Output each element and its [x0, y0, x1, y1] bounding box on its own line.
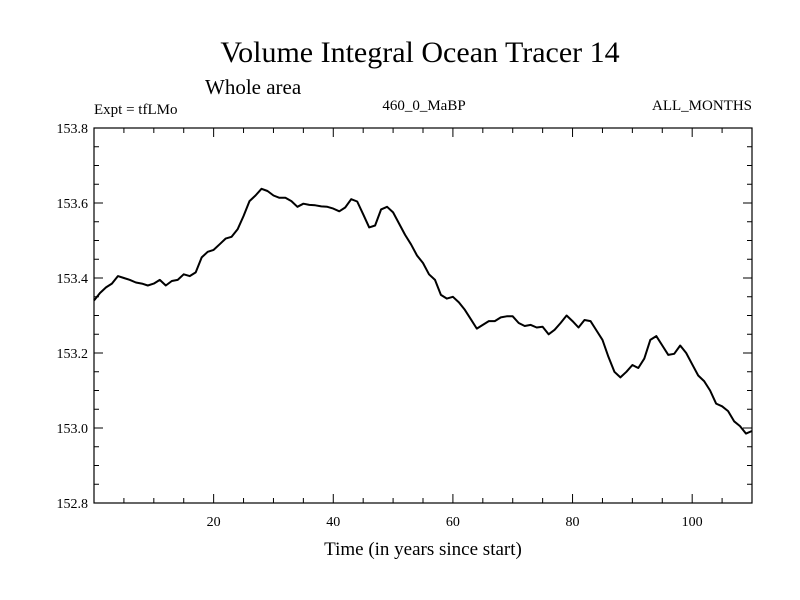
- x-tick-label: 60: [446, 515, 460, 530]
- chart-title: Volume Integral Ocean Tracer 14: [220, 36, 619, 69]
- axis-ticks: [94, 127, 752, 504]
- tick-labels: 152.8 153.0 153.2 153.4 153.6 153.8 20 40 60 80 10…: [57, 122, 703, 530]
- x-tick-label: 80: [566, 515, 580, 530]
- series-group: [93, 187, 753, 435]
- period-label: 460_0_MaBP: [382, 98, 465, 114]
- x-tick-label: 40: [326, 515, 340, 530]
- x-tick-label: 20: [207, 515, 221, 530]
- x-tick-label: 100: [682, 515, 703, 530]
- months-label: ALL_MONTHS: [652, 98, 752, 114]
- x-axis-label: Time (in years since start): [324, 539, 522, 560]
- series-line-0: [93, 187, 753, 435]
- plot-frame: [93, 127, 753, 504]
- y-tick-label: 153.8: [57, 122, 89, 137]
- experiment-label: Expt = tfLMo: [94, 102, 177, 118]
- y-tick-label: 153.0: [57, 422, 89, 437]
- y-tick-label: 153.6: [57, 197, 89, 212]
- chart-subtitle: Whole area: [205, 75, 302, 99]
- y-tick-label: 153.2: [57, 347, 89, 362]
- y-tick-label: 153.4: [57, 272, 89, 287]
- y-tick-label: 152.8: [57, 497, 89, 512]
